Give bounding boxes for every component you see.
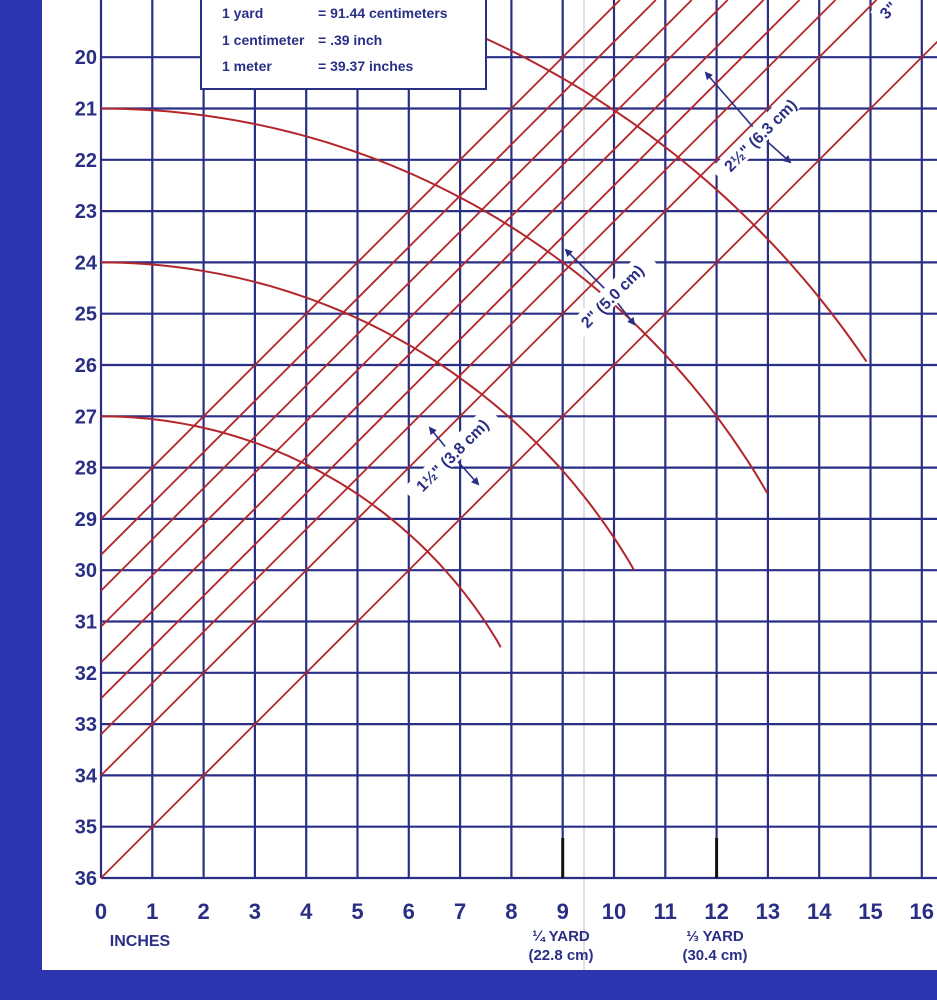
y-axis-labels: 20 21 22 23 24 25 26 27 28 29 30 31 32 33 34 35 36	[75, 47, 98, 890]
x-axis-label: 8	[505, 899, 517, 924]
x-axis-label: 6	[403, 899, 415, 924]
y-axis-label: 21	[75, 99, 97, 121]
bias-line	[101, 0, 621, 520]
conversion-term: 1 meter	[222, 58, 272, 74]
y-axis-label: 30	[75, 560, 97, 582]
y-axis-label: 34	[75, 765, 98, 787]
x-axis-label: 4	[300, 899, 313, 924]
x-axis-label: 1	[146, 899, 158, 924]
y-axis-label: 33	[75, 714, 97, 736]
arc-line	[100, 415, 502, 648]
x-axis-label: 2	[197, 899, 209, 924]
y-axis-label: 22	[75, 150, 97, 172]
bias-line	[101, 0, 693, 592]
conversion-term: 1 yard	[222, 5, 264, 21]
bias-line	[101, 0, 801, 700]
yard-ticks	[561, 838, 719, 878]
y-axis-label: 32	[75, 663, 97, 685]
y-axis-label: 31	[75, 612, 97, 634]
y-axis-label: 25	[75, 304, 97, 326]
conversion-value: = 39.37 inches	[318, 58, 414, 74]
y-axis-label: 26	[75, 355, 97, 377]
x-axis-label: 16	[910, 899, 934, 924]
y-axis-label: 36	[75, 868, 97, 890]
y-axis-label: 29	[75, 509, 97, 531]
x-axis-unit: INCHES	[110, 933, 171, 950]
x-axis-label: 0	[95, 899, 107, 924]
arc-line	[383, 0, 868, 363]
x-axis-label: 9	[557, 899, 569, 924]
conversion-term: 1 centimeter	[222, 32, 305, 48]
x-axis-label: 3	[249, 899, 261, 924]
x-axis-label: 7	[454, 899, 466, 924]
arc-line	[100, 107, 769, 494]
x-axis-label: 15	[858, 899, 882, 924]
board-border-bottom	[0, 970, 937, 1000]
x-axis-label: 5	[351, 899, 363, 924]
annotation-backdrop	[710, 85, 809, 184]
annotation-backdrop	[870, 0, 905, 27]
arrow-icon	[704, 71, 761, 136]
conversion-value: = 91.44 centimeters	[318, 5, 448, 21]
x-axis-label: 10	[602, 899, 626, 924]
y-axis-label: 28	[75, 458, 97, 480]
y-axis-label: 27	[75, 406, 97, 428]
x-axis-label: 14	[807, 899, 832, 924]
bias-line	[101, 0, 657, 556]
bias-line	[101, 40, 937, 879]
y-axis-label: 35	[75, 817, 97, 839]
y-axis-label: 20	[75, 47, 97, 69]
board-paper	[42, 0, 937, 970]
y-axis-label: 24	[75, 252, 98, 274]
bias-line	[101, 0, 836, 735]
bias-line	[101, 0, 765, 664]
circle-arcs	[100, 0, 868, 648]
third-yard-cm: (30.4 cm)	[682, 947, 747, 964]
bias-line	[101, 0, 729, 628]
arc-line	[100, 261, 635, 571]
x-axis-label: 13	[756, 899, 780, 924]
annotation-backdrop	[402, 405, 501, 504]
x-axis-labels: 0 1 2 3 4 5 6 7 8 9 10 11 12 13 14 15 16	[95, 899, 934, 924]
quarter-yard-label: ¼ YARD	[532, 928, 590, 945]
conversion-table: 1 yard = 91.44 centimeters 1 centimeter …	[200, 0, 487, 90]
y-axis-label: 23	[75, 201, 97, 223]
bias-line	[101, 0, 878, 777]
conversion-value: = .39 inch	[318, 32, 383, 48]
bias-lines	[101, 0, 937, 879]
board-border-left	[0, 0, 42, 1000]
x-axis-label: 12	[704, 899, 728, 924]
quarter-yard-cm: (22.8 cm)	[528, 947, 593, 964]
yard-captions: INCHES ¼ YARD (22.8 cm) ⅓ YARD (30.4 cm)	[110, 928, 748, 964]
annotation-backdrop	[565, 249, 657, 341]
third-yard-label: ⅓ YARD	[686, 928, 744, 945]
x-axis-label: 11	[654, 899, 677, 924]
grid-lines	[99, 0, 937, 880]
